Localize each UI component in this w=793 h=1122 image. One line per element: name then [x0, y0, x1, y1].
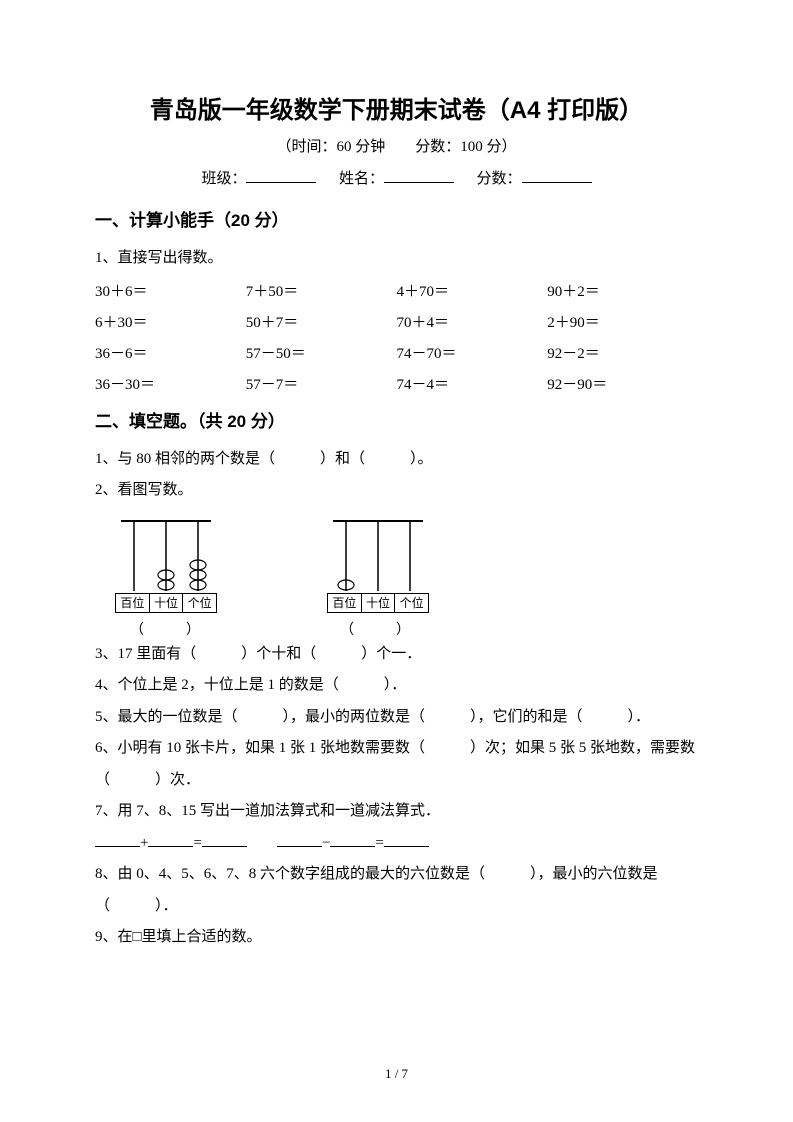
page: 青岛版一年级数学下册期末试卷（A4 打印版） （时间：60 分钟 分数：100 …	[0, 0, 793, 1122]
abacus-answer-right[interactable]: （ ）	[325, 619, 425, 639]
calc-cell: 90＋2＝	[547, 275, 698, 306]
abacus-col-label: 十位	[362, 594, 396, 612]
exam-subtitle: （时间：60 分钟 分数：100 分）	[95, 135, 698, 156]
abacus-answers: （ ） （ ）	[115, 619, 698, 639]
score-blank[interactable]	[522, 166, 592, 183]
s2-q5: 5、最大的一位数是（ ），最小的两位数是（ ），它们的和是（ ）．	[95, 702, 698, 734]
eq-blank[interactable]	[384, 832, 429, 847]
name-label: 姓名：	[339, 171, 384, 187]
eq-blank[interactable]	[330, 832, 375, 847]
abacus-col-label: 十位	[150, 594, 184, 612]
class-blank[interactable]	[246, 166, 316, 183]
table-row: 36－6＝ 57－50＝ 74－70＝ 92－2＝	[95, 337, 698, 368]
eq-blank[interactable]	[277, 832, 322, 847]
s2-q3: 3、17 里面有（ ）个十和（ ）个一．	[95, 639, 698, 671]
s2-q2: 2、看图写数。	[95, 475, 698, 507]
s2-q4: 4、个位上是 2，十位上是 1 的数是（ ）．	[95, 670, 698, 702]
abacus-row: 百位 十位 个位 百位 十位 个位	[115, 513, 698, 613]
section1-head: 一、计算小能手（20 分）	[95, 206, 698, 231]
info-line: 班级： 姓名： 分数：	[95, 166, 698, 188]
calc-cell: 30＋6＝	[95, 275, 246, 306]
s2-q9: 9、在□里填上合适的数。	[95, 922, 698, 954]
calc-cell: 36－30＝	[95, 368, 246, 399]
s2-q7b: += −=	[95, 828, 698, 860]
calc-cell: 7＋50＝	[246, 275, 397, 306]
abacus-right-svg	[328, 513, 428, 593]
calc-cell: 74－70＝	[397, 337, 548, 368]
eq-blank[interactable]	[202, 832, 247, 847]
calc-cell: 2＋90＝	[547, 306, 698, 337]
table-row: 6＋30＝ 50＋7＝ 70＋4＝ 2＋90＝	[95, 306, 698, 337]
calc-cell: 92－90＝	[547, 368, 698, 399]
table-row: 30＋6＝ 7＋50＝ 4＋70＝ 90＋2＝	[95, 275, 698, 306]
abacus-col-label: 百位	[328, 594, 362, 612]
calc-cell: 4＋70＝	[397, 275, 548, 306]
calc-cell: 74－4＝	[397, 368, 548, 399]
calc-table: 30＋6＝ 7＋50＝ 4＋70＝ 90＋2＝ 6＋30＝ 50＋7＝ 70＋4…	[95, 275, 698, 399]
s2-q8: 8、由 0、4、5、6、7、8 六个数字组成的最大的六位数是（ ），最小的六位数…	[95, 859, 698, 922]
class-label: 班级：	[201, 171, 246, 187]
calc-cell: 6＋30＝	[95, 306, 246, 337]
s2-q6: 6、小明有 10 张卡片，如果 1 张 1 张地数需要数（ ）次；如果 5 张 …	[95, 733, 698, 796]
abacus-left: 百位 十位 个位	[115, 513, 217, 613]
calc-cell: 36－6＝	[95, 337, 246, 368]
s2-q1: 1、与 80 相邻的两个数是（ ）和（ ）。	[95, 444, 698, 476]
calc-cell: 57－50＝	[246, 337, 397, 368]
calc-cell: 57－7＝	[246, 368, 397, 399]
abacus-left-svg	[116, 513, 216, 593]
abacus-answer-left[interactable]: （ ）	[115, 619, 215, 639]
s1-q1-label: 1、直接写出得数。	[95, 243, 698, 275]
calc-cell: 70＋4＝	[397, 306, 548, 337]
abacus-col-label: 个位	[183, 594, 216, 612]
calc-cell: 50＋7＝	[246, 306, 397, 337]
abacus-right-labels: 百位 十位 个位	[327, 593, 429, 613]
table-row: 36－30＝ 57－7＝ 74－4＝ 92－90＝	[95, 368, 698, 399]
calc-cell: 92－2＝	[547, 337, 698, 368]
name-blank[interactable]	[384, 166, 454, 183]
s2-q7a: 7、用 7、8、15 写出一道加法算式和一道减法算式．	[95, 796, 698, 828]
section2-head: 二、填空题。（共 20 分）	[95, 407, 698, 432]
exam-title: 青岛版一年级数学下册期末试卷（A4 打印版）	[95, 90, 698, 125]
abacus-col-label: 百位	[116, 594, 150, 612]
abacus-right: 百位 十位 个位	[327, 513, 429, 613]
score-label: 分数：	[477, 171, 522, 187]
eq-blank[interactable]	[148, 832, 193, 847]
eq-blank[interactable]	[95, 832, 140, 847]
page-footer: 1 / 7	[0, 1066, 793, 1082]
abacus-col-label: 个位	[395, 594, 428, 612]
abacus-left-labels: 百位 十位 个位	[115, 593, 217, 613]
